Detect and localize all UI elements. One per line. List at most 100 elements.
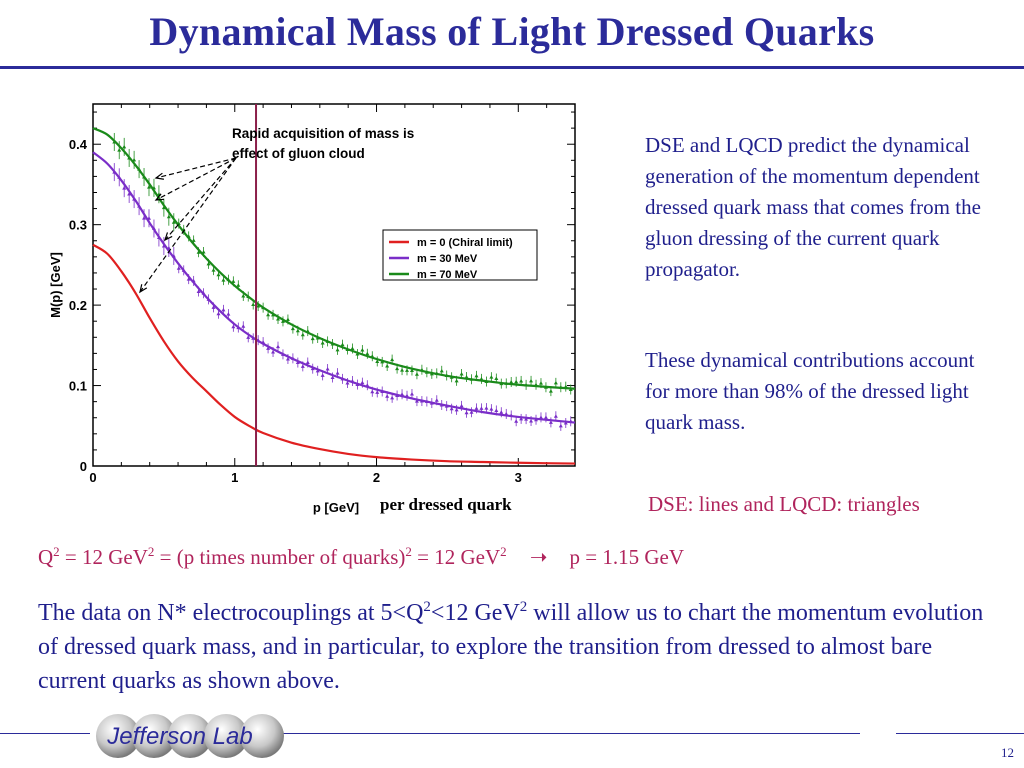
arrow-head (154, 172, 164, 180)
x-tick-label: 2 (373, 470, 380, 485)
lattice-triangle (146, 185, 151, 189)
formula-sup-4: 2 (500, 544, 507, 559)
lattice-triangle (280, 319, 285, 323)
lattice-triangle (266, 346, 271, 350)
lattice-triangle (449, 406, 454, 411)
lattice-triangle (320, 373, 325, 377)
lattice-triangle (543, 415, 548, 419)
y-axis-label: M(p) [GeV] (48, 252, 63, 318)
lattice-triangle (122, 144, 127, 149)
x-axis-label: p [GeV] (313, 500, 359, 515)
formula-part-1: = 12 GeV (59, 545, 148, 569)
slide-title: Dynamical Mass of Light Dressed Quarks (149, 9, 875, 54)
lattice-triangle (196, 289, 201, 294)
arrow-icon: ➝ (529, 545, 548, 569)
lattice-triangle (216, 272, 221, 277)
lattice-triangle (186, 277, 191, 281)
lattice-triangle (390, 357, 395, 362)
lattice-triangle (529, 378, 534, 383)
formula-line: Q2 = 12 GeV2 = (p times number of quarks… (38, 543, 684, 571)
lattice-triangle (310, 336, 315, 341)
footer-line-middle (280, 733, 860, 734)
lattice-triangle (117, 148, 122, 152)
lattice-triangle (499, 410, 504, 414)
annotation-arrow (164, 157, 237, 241)
lattice-triangle (350, 346, 355, 350)
formula-result: p = 1.15 GeV (569, 545, 685, 569)
lattice-triangle (360, 348, 365, 352)
lattice-triangle (166, 214, 171, 219)
lattice-triangle (226, 312, 231, 316)
lattice-triangle (320, 340, 325, 345)
lattice-triangle (256, 303, 261, 308)
lattice-triangle (345, 381, 350, 385)
lattice-triangle (122, 186, 127, 190)
quark-mass-chart: 0 1 2 3 0 0.1 0.2 0.3 0.4 p [GeV] M(p) [GeV] Rapid … (48, 103, 576, 515)
arrow-head (154, 193, 165, 201)
legend-label: m = 70 MeV (417, 269, 478, 281)
annotation-arrow (139, 157, 237, 293)
bottom-text-1: The data on N* electrocouplings at 5<Q (38, 600, 424, 626)
lattice-triangle (514, 419, 519, 423)
lattice-triangle (241, 324, 246, 328)
lattice-triangle (360, 380, 365, 385)
lattice-triangle (340, 342, 345, 347)
arrow-head (163, 232, 173, 242)
xlabel-suffix: per dressed quark (380, 495, 512, 514)
legend-label: m = 30 MeV (417, 253, 478, 265)
lattice-triangle (375, 359, 380, 363)
lattice-triangle (300, 364, 305, 368)
footer-line-left (0, 733, 90, 734)
lattice-triangle (196, 250, 201, 254)
lattice-triangle (405, 368, 410, 372)
lattice-triangle (276, 344, 281, 349)
y-tick-label: 0.4 (69, 137, 88, 152)
x-tick-label: 0 (89, 470, 96, 485)
formula-part-2: = (p times number of quarks) (154, 545, 406, 569)
lattice-triangle (251, 302, 256, 307)
lattice-triangle (558, 423, 563, 428)
plot-frame (92, 103, 576, 467)
right-paragraph-1: DSE and LQCD predict the dynamical gener… (645, 133, 981, 281)
lattice-triangle (171, 220, 176, 224)
lattice-triangle (529, 418, 534, 423)
lattice-triangle (236, 283, 241, 287)
bottom-text-3: will allow us to chart the momentum evol… (38, 600, 984, 694)
lattice-triangle (191, 238, 196, 242)
lattice-triangle (216, 311, 221, 316)
lattice-triangle (538, 415, 543, 419)
lattice-triangle (459, 403, 464, 408)
lattice-triangle (454, 378, 459, 383)
lattice-triangle (489, 375, 494, 379)
lattice-triangle (385, 394, 390, 398)
lattice-triangle (519, 416, 524, 421)
title-rule (0, 66, 1024, 69)
lattice-triangle (142, 216, 147, 220)
legend-label: m = 0 (Chiral limit) (417, 237, 513, 249)
y-tick-label: 0 (80, 459, 87, 474)
lattice-triangle (305, 360, 310, 365)
series-line (92, 151, 576, 424)
lattice-triangle (390, 395, 395, 400)
y-tick-label: 0.1 (69, 379, 87, 394)
jefferson-lab-logo: Jefferson Lab (96, 714, 284, 758)
lattice-triangle (300, 332, 305, 337)
x-tick-label: 1 (231, 470, 238, 485)
lattice-triangle (285, 356, 290, 361)
lattice-triangle (395, 366, 400, 371)
series-line (92, 127, 576, 390)
lattice-triangle (276, 316, 281, 321)
lattice-triangle (479, 406, 484, 410)
lattice-triangle (241, 293, 246, 298)
lattice-triangle (335, 347, 340, 352)
bottom-paragraph: The data on N* electrocouplings at 5<Q2<… (38, 596, 998, 698)
lattice-triangle (484, 406, 489, 410)
bottom-text-2: <12 GeV (430, 600, 520, 626)
lattice-triangle (285, 317, 290, 322)
lattice-triangle (439, 368, 444, 373)
lattice-triangle (221, 278, 226, 282)
lattice-triangle (409, 368, 414, 373)
formula-sup-1: 2 (53, 544, 60, 559)
annotation-line-1: Rapid acquisition of mass is (232, 126, 414, 141)
lattice-triangle (271, 349, 276, 354)
